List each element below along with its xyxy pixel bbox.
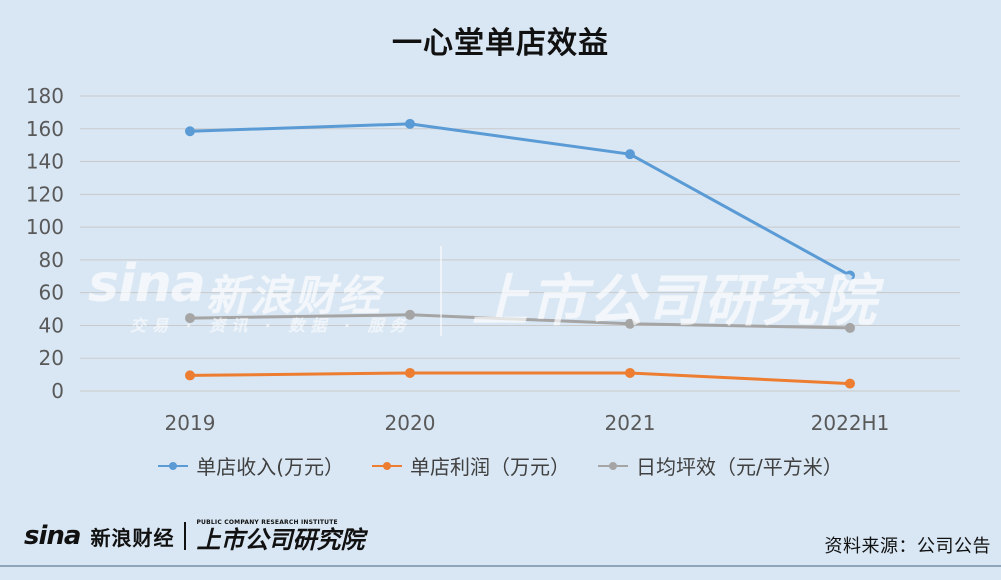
x-tick-label: 2022H1 xyxy=(811,411,890,435)
footer-right-small: PUBLIC COMPANY RESEARCH INSTITUTE xyxy=(196,519,338,526)
series-1-point xyxy=(185,126,195,137)
series-line-1 xyxy=(188,122,852,277)
footer-separator xyxy=(184,522,187,550)
series-2-point xyxy=(845,378,855,389)
legend-item-1: 单店收入(万元） xyxy=(158,451,344,480)
series-2-point xyxy=(185,370,195,381)
series-1-point xyxy=(845,270,855,281)
series-line-3 xyxy=(188,313,852,330)
series-2-point xyxy=(405,367,415,378)
source-note: 资料来源：公司公告 xyxy=(824,536,991,557)
series-1-point xyxy=(625,149,635,160)
series-3-point xyxy=(405,309,415,320)
footer-logo: sina 新浪财经 PUBLIC COMPANY RESEARCH INSTIT… xyxy=(24,519,365,554)
series-line-2 xyxy=(188,371,852,386)
y-tick-label: 140 xyxy=(26,150,64,174)
chart-legend: 单店收入(万元） 单店利润（万元） 日均坪效（元/平方米） xyxy=(0,451,1001,480)
y-tick-label: 40 xyxy=(39,313,64,337)
footer-name: 新浪财经 xyxy=(90,525,175,550)
y-tick-label: 80 xyxy=(39,248,64,272)
chart-title: 一心堂单店效益 xyxy=(392,26,609,61)
legend-dot-1 xyxy=(169,461,178,470)
y-tick-label: 120 xyxy=(26,182,64,206)
legend-item-3: 日均坪效（元/平方米） xyxy=(598,451,843,480)
series-3-point xyxy=(185,313,195,324)
legend-swatch-3 xyxy=(598,461,629,471)
legend-label-1: 单店收入(万元） xyxy=(196,455,345,479)
y-tick-label: 20 xyxy=(39,346,64,370)
footer-right: 上市公司研究院 xyxy=(196,526,365,554)
y-tick-label: 100 xyxy=(26,215,64,239)
legend-dot-3 xyxy=(609,461,618,470)
y-tick-label: 60 xyxy=(39,281,64,305)
legend-swatch-1 xyxy=(158,461,189,471)
legend-dot-2 xyxy=(383,461,392,470)
series-1-point xyxy=(405,118,415,129)
x-tick-label: 2020 xyxy=(385,411,436,435)
series-3-point xyxy=(845,322,855,333)
legend-swatch-2 xyxy=(372,461,403,471)
x-tick-label: 2019 xyxy=(165,411,216,435)
legend-item-2: 单店利润（万元） xyxy=(372,451,570,480)
legend-label-2: 单店利润（万元） xyxy=(410,455,571,479)
footer-brand: sina xyxy=(24,521,81,551)
legend-label-3: 日均坪效（元/平方米） xyxy=(636,455,843,479)
series-2-point xyxy=(625,367,635,378)
y-tick-label: 0 xyxy=(51,379,64,403)
x-tick-label: 2021 xyxy=(605,411,656,435)
footer-divider xyxy=(0,565,1001,567)
y-tick-label: 180 xyxy=(26,84,64,108)
footer-right-logo: PUBLIC COMPANY RESEARCH INSTITUTE 上市公司研究… xyxy=(196,519,365,554)
series-3-point xyxy=(625,318,635,329)
y-tick-label: 160 xyxy=(26,117,64,141)
